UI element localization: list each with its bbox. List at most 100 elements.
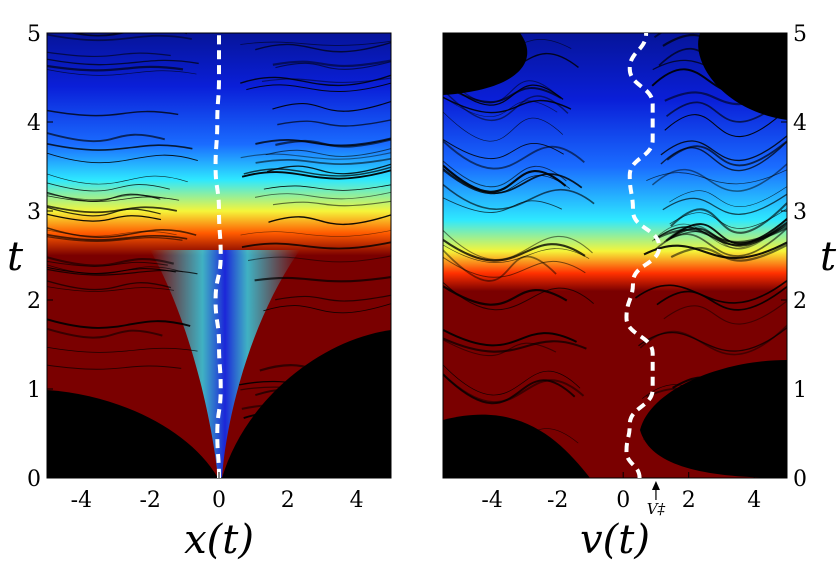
texture-streak [255,137,391,147]
texture-streak [646,384,787,401]
left-x-ticks: -4 -2 0 2 4 [71,472,364,513]
left-streaks [47,33,391,450]
left-y-tick-label: 0 [27,467,41,492]
texture-streak [443,35,572,53]
left-x-tick-label: 4 [350,488,364,513]
texture-streak [47,132,166,143]
texture-streak [443,47,579,74]
texture-streak [254,191,391,200]
right-x-tick-label: 0 [616,488,630,513]
texture-streak [240,385,391,392]
texture-streak [47,213,162,222]
texture-streak [443,373,585,404]
texture-streak [240,230,391,237]
texture-streak [443,244,590,263]
right-void-region-top-left [443,33,528,95]
texture-streak [443,79,564,106]
texture-streak [443,89,569,122]
texture-streak [261,77,391,83]
left-y-tick-label: 5 [27,22,41,47]
texture-streak [265,148,391,157]
right-frame [442,32,788,479]
left-heatmap [47,33,391,478]
texture-streak [263,303,391,314]
texture-streak [240,74,391,87]
texture-streak [443,229,593,261]
texture-streak [642,379,787,405]
texture-streak [654,227,787,257]
texture-streak [47,58,199,66]
texture-streak [47,33,192,42]
texture-streak [651,163,787,192]
texture-streak [47,280,172,291]
texture-streak [663,300,787,325]
texture-streak [263,184,391,191]
texture-streak [47,364,182,370]
texture-streak [47,318,191,329]
texture-streak [268,214,391,226]
left-panel: -4 -2 0 2 4 0 1 2 3 4 5 x(t) [27,22,392,563]
texture-streak [47,173,188,185]
texture-streak [240,152,391,160]
texture-streak [443,96,572,114]
v-dagger-annotation: V‡ [647,481,666,518]
right-y-tick-label: 5 [793,22,807,47]
texture-streak [670,202,787,234]
texture-streak [443,373,576,405]
left-x-tick-label: -2 [139,488,160,513]
texture-streak [653,221,787,246]
texture-streak [638,327,787,352]
left-x-tick-label: 2 [281,488,295,513]
texture-streak [653,33,769,44]
right-y-tick-label: 2 [793,289,807,314]
texture-streak [443,249,557,282]
texture-streak [643,426,787,444]
texture-streak [670,243,787,262]
texture-streak [665,96,787,123]
texture-streak [663,218,787,250]
texture-streak [268,394,391,404]
texture-streak [643,241,787,259]
texture-streak [277,119,391,127]
texture-streak [47,235,183,242]
right-y-tick-label: 3 [793,200,807,225]
texture-streak [656,286,787,311]
texture-streak [646,169,787,185]
right-heatmap [443,33,787,478]
texture-streak [660,141,787,172]
left-y-tick-label: 1 [27,378,41,403]
texture-streak [443,139,564,159]
texture-streak [254,276,391,283]
texture-streak [47,51,171,58]
right-void-region-right [640,360,787,478]
texture-streak [47,69,197,76]
right-x-ticks: -4 -2 0 2 4 [481,472,761,513]
left-y-ticks: 0 1 2 3 4 5 [27,22,53,492]
texture-streak [658,41,787,74]
texture-streak [240,40,391,46]
texture-streak [672,372,787,393]
texture-streak [47,206,161,217]
texture-streak [241,169,391,180]
texture-streak [47,429,173,438]
right-x-tick-label: 4 [747,488,761,513]
texture-streak [443,282,594,311]
texture-streak [47,143,193,151]
left-core-cone [150,250,300,478]
texture-streak [660,135,787,162]
texture-streak [443,339,557,357]
texture-streak [272,200,391,207]
texture-streak [443,160,567,188]
texture-streak [443,111,564,142]
texture-streak [47,233,188,241]
texture-streak [47,182,170,192]
texture-streak [443,74,560,104]
right-y-tick-label: 4 [793,111,807,136]
left-y-tick-label: 4 [27,111,41,136]
texture-streak [47,286,174,292]
texture-streak [443,337,587,353]
texture-streak [47,346,198,353]
right-y-tick-label: 1 [793,378,807,403]
texture-streak [238,379,391,387]
